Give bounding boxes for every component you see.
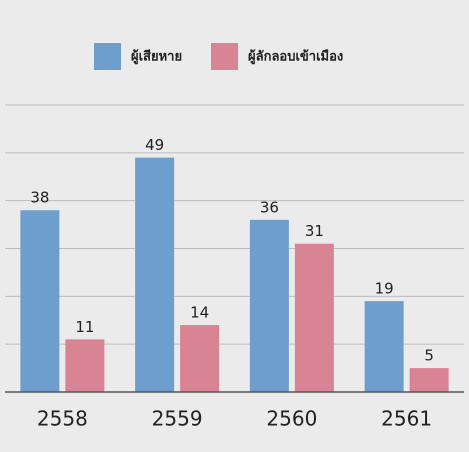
legend-swatch [211, 43, 238, 70]
value-label: 38 [30, 189, 49, 207]
x-tick-label: 2561 [381, 407, 432, 431]
value-label: 19 [375, 280, 394, 298]
value-label: 14 [190, 304, 209, 322]
bar [20, 210, 60, 392]
legend-swatch [94, 43, 121, 70]
bar [249, 219, 289, 392]
value-label: 49 [145, 136, 164, 154]
legend-label: ผู้เสียหาย [131, 49, 182, 65]
value-label: 11 [75, 318, 94, 336]
bar [409, 368, 449, 392]
x-tick-label: 2558 [37, 407, 88, 431]
value-label: 5 [424, 347, 434, 365]
x-tick-label: 2560 [266, 407, 317, 431]
legend-label: ผู้ลักลอบเข้าเมือง [248, 49, 343, 65]
x-tick-label: 2559 [152, 407, 203, 431]
bar [364, 301, 404, 392]
bar [294, 243, 334, 392]
value-label: 31 [305, 222, 324, 240]
bar [65, 339, 105, 392]
bar [135, 157, 175, 392]
bar [180, 325, 220, 392]
value-label: 36 [260, 198, 279, 216]
